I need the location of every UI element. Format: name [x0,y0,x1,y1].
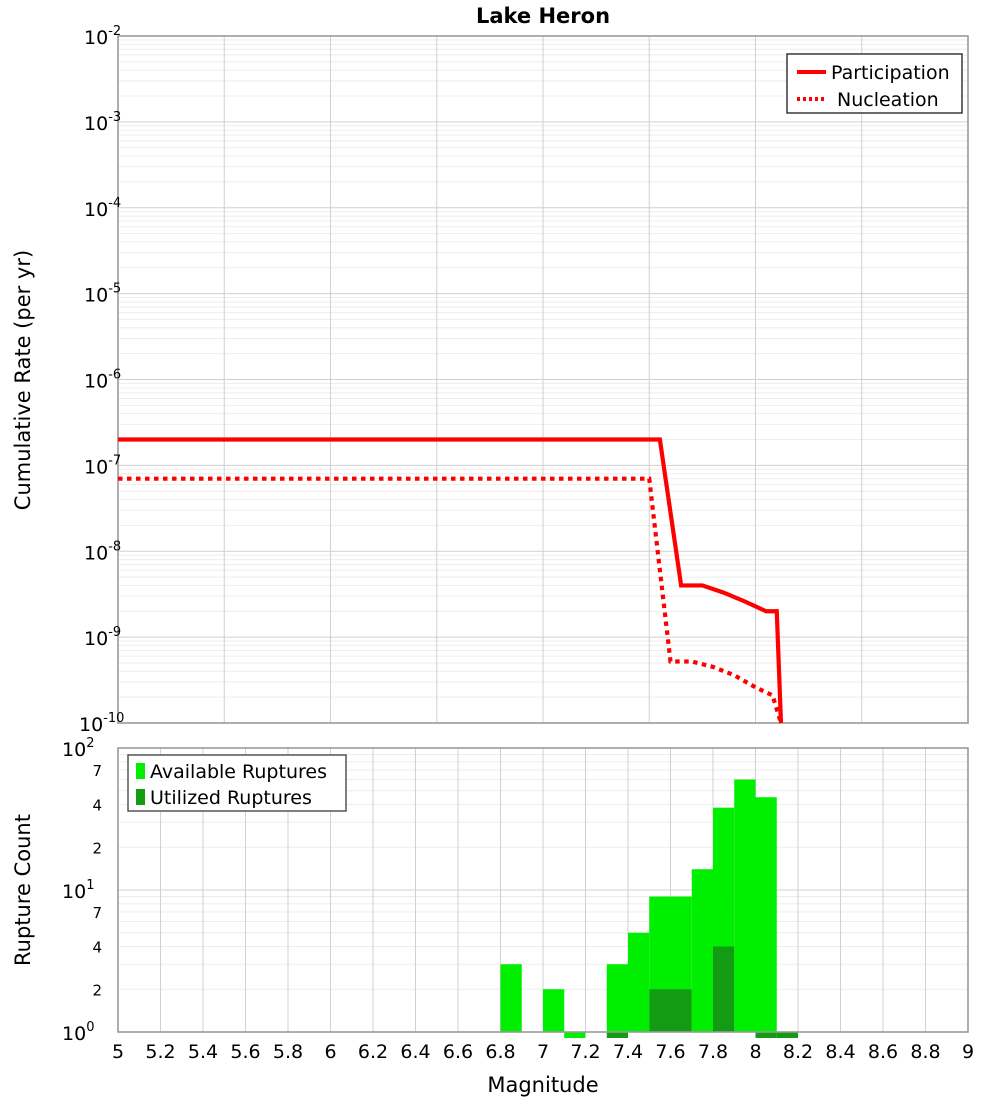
svg-text:9: 9 [962,1041,974,1063]
svg-text:8.4: 8.4 [825,1041,855,1063]
svg-text:5.4: 5.4 [188,1041,218,1063]
svg-text:5.6: 5.6 [230,1041,260,1063]
svg-text:7.6: 7.6 [655,1041,685,1063]
svg-text:5.2: 5.2 [145,1041,175,1063]
svg-text:8: 8 [749,1041,761,1063]
svg-text:2: 2 [92,981,102,999]
legend-label-nucleation: Nucleation [837,89,939,111]
legend-label-utilized: Utilized Ruptures [150,787,312,809]
bottom-y-axis-label: Rupture Count [11,814,35,966]
figure-root: Lake Heron 10-210-310-410-510-610-710-81… [0,0,1000,1100]
svg-text:6.6: 6.6 [443,1041,473,1063]
svg-text:7: 7 [537,1041,549,1063]
top-plot-panel: 10-210-310-410-510-610-710-810-910-10 [79,24,968,736]
chart-canvas: Lake Heron 10-210-310-410-510-610-710-81… [0,0,1000,1100]
svg-text:5: 5 [112,1041,124,1063]
svg-text:2: 2 [92,839,102,857]
legend-label-participation: Participation [831,62,950,84]
svg-text:8.2: 8.2 [783,1041,813,1063]
svg-text:8.6: 8.6 [868,1041,898,1063]
svg-text:6.8: 6.8 [485,1041,515,1063]
svg-text:5.8: 5.8 [273,1041,303,1063]
legend-swatch-utilized [136,789,145,805]
chart-title: Lake Heron [476,4,610,28]
x-axis-label: Magnitude [487,1073,598,1097]
svg-text:6.4: 6.4 [400,1041,430,1063]
svg-text:7.4: 7.4 [613,1041,643,1063]
bottom-legend[interactable]: Available Ruptures Utilized Ruptures [128,755,346,811]
top-legend[interactable]: Participation Nucleation [787,54,962,113]
svg-text:4: 4 [92,939,102,957]
legend-label-available: Available Ruptures [150,761,327,783]
svg-text:7.8: 7.8 [698,1041,728,1063]
svg-text:7: 7 [92,904,102,922]
svg-text:7.2: 7.2 [570,1041,600,1063]
legend-swatch-available [136,763,145,779]
svg-text:6.2: 6.2 [358,1041,388,1063]
top-y-axis-label: Cumulative Rate (per yr) [11,250,35,510]
svg-text:8.8: 8.8 [910,1041,940,1063]
svg-text:4: 4 [92,797,102,815]
svg-text:7: 7 [92,762,102,780]
bottom-x-tick-labels: 5 5.2 5.4 5.6 5.8 6 6.2 6.4 6.6 6.8 7 7.2 7.4 7.6 7.8 8… [112,1041,974,1063]
svg-text:6: 6 [324,1041,336,1063]
